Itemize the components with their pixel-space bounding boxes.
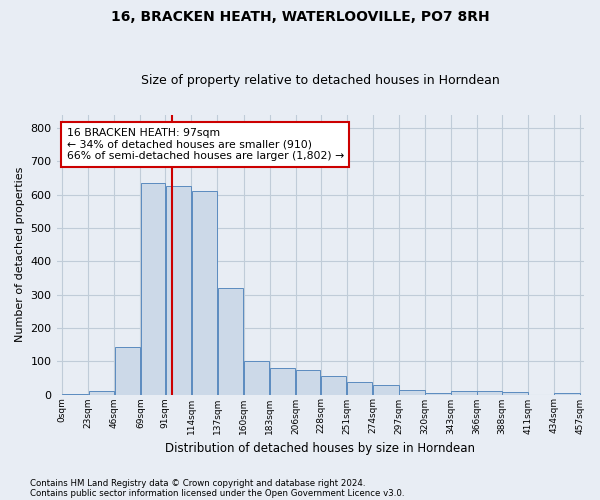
- Bar: [554, 393, 580, 394]
- Title: Size of property relative to detached houses in Horndean: Size of property relative to detached ho…: [140, 74, 499, 87]
- Bar: [115, 347, 140, 395]
- Y-axis label: Number of detached properties: Number of detached properties: [15, 167, 25, 342]
- Bar: [373, 385, 398, 394]
- Bar: [89, 391, 114, 394]
- Bar: [451, 391, 477, 394]
- Bar: [166, 186, 191, 394]
- Bar: [321, 376, 346, 394]
- Text: Contains HM Land Registry data © Crown copyright and database right 2024.: Contains HM Land Registry data © Crown c…: [30, 478, 365, 488]
- Bar: [296, 370, 320, 394]
- Bar: [425, 393, 451, 394]
- X-axis label: Distribution of detached houses by size in Horndean: Distribution of detached houses by size …: [165, 442, 475, 455]
- Text: Contains public sector information licensed under the Open Government Licence v3: Contains public sector information licen…: [30, 488, 404, 498]
- Bar: [270, 368, 295, 394]
- Bar: [244, 361, 269, 394]
- Bar: [477, 391, 502, 394]
- Bar: [399, 390, 425, 394]
- Text: 16, BRACKEN HEATH, WATERLOOVILLE, PO7 8RH: 16, BRACKEN HEATH, WATERLOOVILLE, PO7 8R…: [110, 10, 490, 24]
- Bar: [347, 382, 373, 394]
- Text: 16 BRACKEN HEATH: 97sqm
← 34% of detached houses are smaller (910)
66% of semi-d: 16 BRACKEN HEATH: 97sqm ← 34% of detache…: [67, 128, 344, 161]
- Bar: [218, 288, 243, 395]
- Bar: [502, 392, 528, 394]
- Bar: [140, 183, 165, 394]
- Bar: [191, 191, 217, 394]
